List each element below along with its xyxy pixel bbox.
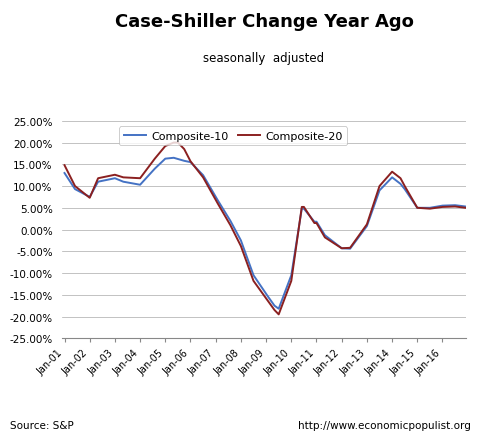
Composite-10 bbox=[463, 204, 468, 210]
Composite-20 bbox=[226, 220, 231, 225]
Text: Source: S&P: Source: S&P bbox=[10, 420, 73, 430]
Line: Composite-20: Composite-20 bbox=[64, 143, 466, 315]
Composite-10 bbox=[295, 233, 300, 238]
Composite-20 bbox=[171, 141, 177, 146]
Text: Case-Shiller Change Year Ago: Case-Shiller Change Year Ago bbox=[115, 13, 413, 31]
Legend: Composite-10, Composite-20: Composite-10, Composite-20 bbox=[119, 127, 347, 146]
Text: seasonally  adjusted: seasonally adjusted bbox=[204, 52, 324, 65]
Composite-10 bbox=[318, 227, 324, 232]
Composite-10 bbox=[229, 223, 235, 228]
Composite-10 bbox=[61, 171, 67, 176]
Composite-20 bbox=[463, 206, 468, 211]
Composite-10 bbox=[265, 295, 271, 300]
Composite-10 bbox=[110, 177, 116, 182]
Composite-20 bbox=[110, 173, 116, 178]
Composite-20 bbox=[61, 163, 67, 168]
Text: http://www.economicpopulist.org: http://www.economicpopulist.org bbox=[298, 420, 470, 430]
Composite-20 bbox=[265, 299, 271, 304]
Composite-20 bbox=[295, 234, 300, 240]
Composite-20 bbox=[318, 228, 324, 233]
Line: Composite-10: Composite-10 bbox=[64, 158, 466, 309]
Composite-10 bbox=[171, 156, 177, 161]
Composite-10 bbox=[276, 306, 282, 312]
Composite-10 bbox=[226, 215, 231, 220]
Composite-20 bbox=[229, 227, 235, 233]
Composite-20 bbox=[276, 312, 282, 317]
